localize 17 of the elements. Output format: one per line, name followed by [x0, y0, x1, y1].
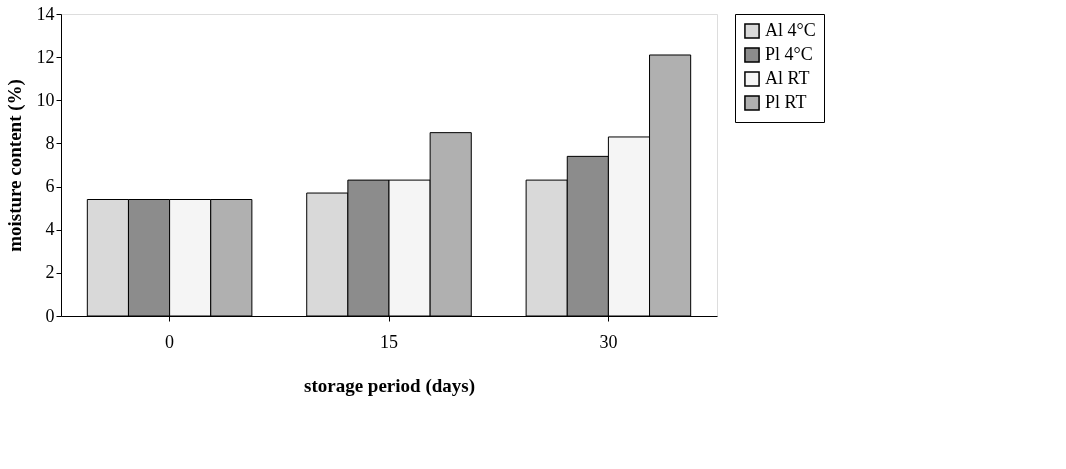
- legend-label: Pl RT: [765, 92, 807, 112]
- legend-label: Al 4°C: [765, 20, 816, 40]
- y-tick-label: 14: [36, 3, 55, 24]
- y-tick-label: 8: [45, 132, 55, 153]
- y-tick-label: 12: [36, 46, 55, 67]
- y-tick-label: 10: [36, 89, 55, 110]
- legend-label: Pl 4°C: [765, 44, 813, 64]
- x-tick-label: 0: [165, 331, 175, 352]
- legend-label: Al RT: [765, 68, 810, 88]
- y-tick-label: 0: [45, 305, 55, 326]
- x-tick-label: 30: [599, 331, 618, 352]
- x-axis-title: storage period (days): [304, 374, 475, 397]
- y-tick-label: 6: [45, 176, 55, 197]
- y-axis-title: moisture content (%): [3, 79, 26, 252]
- x-tick-label: 15: [380, 331, 398, 352]
- y-tick-label: 4: [45, 219, 55, 240]
- y-tick-label: 2: [45, 262, 55, 283]
